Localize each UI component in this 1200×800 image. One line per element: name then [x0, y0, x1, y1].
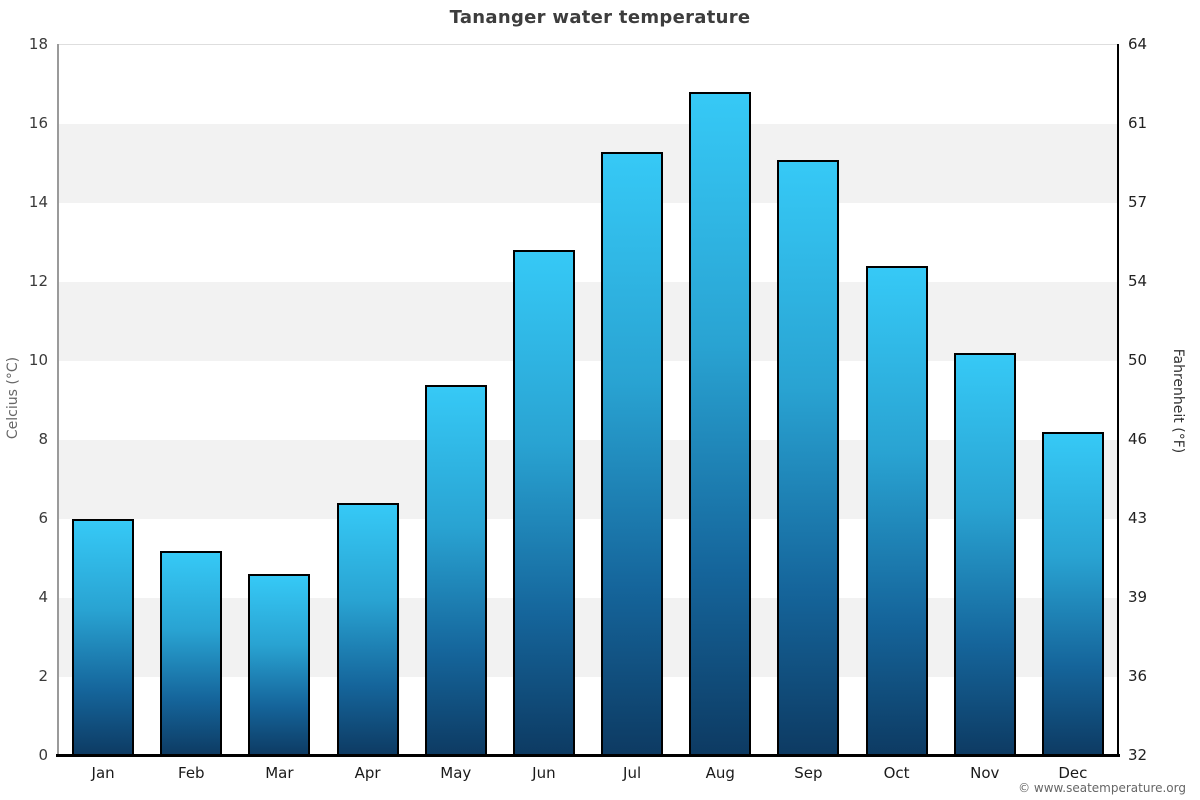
month-label-feb: Feb: [178, 764, 205, 782]
month-label-jun: Jun: [532, 764, 556, 782]
bar-dec: [1041, 432, 1104, 756]
celsius-tick-12: 12: [28, 272, 48, 290]
bar-may: [424, 384, 487, 756]
bottom-axis-line: [56, 754, 1120, 757]
fahrenheit-tick-32: 32: [1128, 746, 1148, 764]
month-label-may: May: [440, 764, 472, 782]
fahrenheit-tick-36: 36: [1128, 667, 1148, 685]
chart-title: Tananger water temperature: [449, 7, 751, 28]
month-label-nov: Nov: [970, 764, 1000, 782]
celsius-tick-10: 10: [28, 351, 48, 369]
celsius-tick-0: 0: [38, 746, 48, 764]
bar-jan: [72, 519, 135, 756]
fahrenheit-tick-57: 57: [1128, 193, 1148, 211]
fahrenheit-tick-64: 64: [1128, 35, 1148, 53]
fahrenheit-tick-43: 43: [1128, 509, 1148, 527]
celsius-tick-18: 18: [28, 35, 48, 53]
bar-oct: [865, 266, 928, 756]
bar-jul: [601, 151, 664, 756]
fahrenheit-tick-39: 39: [1128, 588, 1148, 606]
month-label-jan: Jan: [91, 764, 115, 782]
copyright-text: © www.seatemperature.org: [1018, 781, 1186, 795]
fahrenheit-tick-50: 50: [1128, 351, 1148, 369]
month-label-oct: Oct: [883, 764, 910, 782]
bar-aug: [689, 92, 752, 756]
bar-sep: [777, 159, 840, 756]
fahrenheit-tick-54: 54: [1128, 272, 1148, 290]
celsius-tick-8: 8: [38, 430, 48, 448]
month-label-dec: Dec: [1058, 764, 1088, 782]
month-label-sep: Sep: [794, 764, 823, 782]
celsius-tick-6: 6: [38, 509, 48, 527]
fahrenheit-tick-61: 61: [1128, 114, 1148, 132]
celsius-tick-2: 2: [38, 667, 48, 685]
month-label-apr: Apr: [354, 764, 381, 782]
bar-mar: [248, 574, 311, 756]
bar-nov: [953, 353, 1016, 756]
celsius-tick-4: 4: [38, 588, 48, 606]
celsius-tick-14: 14: [28, 193, 48, 211]
month-label-aug: Aug: [705, 764, 735, 782]
right-axis-spine: [1117, 44, 1119, 755]
bar-feb: [160, 550, 223, 756]
fahrenheit-tick-46: 46: [1128, 430, 1148, 448]
celsius-tick-16: 16: [28, 114, 48, 132]
bar-jun: [512, 250, 575, 756]
plot-area: [59, 44, 1117, 756]
month-label-mar: Mar: [265, 764, 294, 782]
bar-apr: [336, 503, 399, 756]
left-axis-spine: [57, 44, 59, 755]
month-label-jul: Jul: [623, 764, 642, 782]
